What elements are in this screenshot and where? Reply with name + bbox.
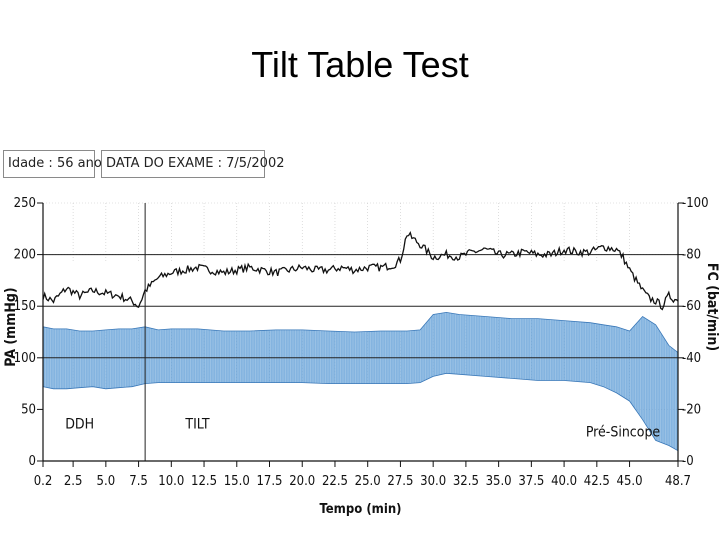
x-tick-label: 12.5: [191, 474, 217, 489]
annotation-label: Pré-Sincope: [586, 425, 661, 441]
bp-mask-top: [43, 263, 678, 353]
x-tick-label: 17.5: [256, 474, 282, 489]
y-left-axis-title: PA (mmHg): [3, 287, 19, 366]
x-tick-label: 42.5: [584, 474, 610, 489]
x-tick-label: 40.0: [551, 474, 577, 489]
x-tick-label: 48.7: [665, 474, 691, 489]
y-left-tick-label: 0: [29, 454, 36, 469]
y-right-tick-label: -0: [682, 454, 694, 469]
x-tick-label: 2.5: [64, 474, 83, 489]
heart-rate-line: [42, 231, 679, 311]
x-tick-label: 27.5: [387, 474, 413, 489]
y-right-axis-title: FC (bat/min): [704, 263, 720, 351]
y-left-tick-label: 100: [14, 351, 36, 366]
y-left-tick-label: 200: [14, 248, 36, 263]
annotation-label: DDH: [65, 416, 94, 432]
x-tick-label: 5.0: [97, 474, 116, 489]
y-right-tick-label: -40: [682, 351, 701, 366]
y-left-tick-label: 150: [14, 299, 36, 314]
annotation-label: TILT: [184, 416, 209, 432]
x-tick-label: 30.0: [420, 474, 446, 489]
y-right-tick-label: -80: [682, 248, 701, 263]
x-tick-label: 22.5: [322, 474, 348, 489]
x-tick-label: 32.5: [453, 474, 479, 489]
slide-title: Tilt Table Test: [251, 44, 469, 85]
bp-mask-bottom: [43, 373, 678, 461]
x-tick-label: 37.5: [518, 474, 544, 489]
x-tick-label: 7.5: [129, 474, 148, 489]
y-right-tick-label: -20: [682, 402, 701, 417]
x-axis-title: Tempo (min): [319, 502, 401, 517]
age-value: 56 anos: [56, 156, 109, 171]
exam-date-value: 7/5/2002: [226, 156, 285, 171]
x-tick-label: 45.0: [617, 474, 643, 489]
x-tick-label: 15.0: [224, 474, 250, 489]
x-tick-label: 35.0: [486, 474, 512, 489]
x-tick-label: 20.0: [289, 474, 315, 489]
y-left-tick-label: 250: [14, 196, 36, 211]
x-tick-label: 25.0: [355, 474, 381, 489]
exam-date-box: DATA DO EXAME : 7/5/2002: [101, 150, 284, 178]
blood-pressure-band: [43, 312, 678, 451]
x-tick-label: 10.0: [158, 474, 184, 489]
age-box: Idade : 56 anos: [3, 150, 109, 178]
y-right-tick-label: -60: [682, 299, 701, 314]
exam-date-label: DATA DO EXAME :: [106, 156, 222, 171]
x-tick-label: 0.2: [34, 474, 53, 489]
y-left-tick-label: 50: [21, 402, 36, 417]
age-label: Idade :: [8, 156, 53, 171]
y-right-tick-label: -100: [682, 196, 709, 211]
